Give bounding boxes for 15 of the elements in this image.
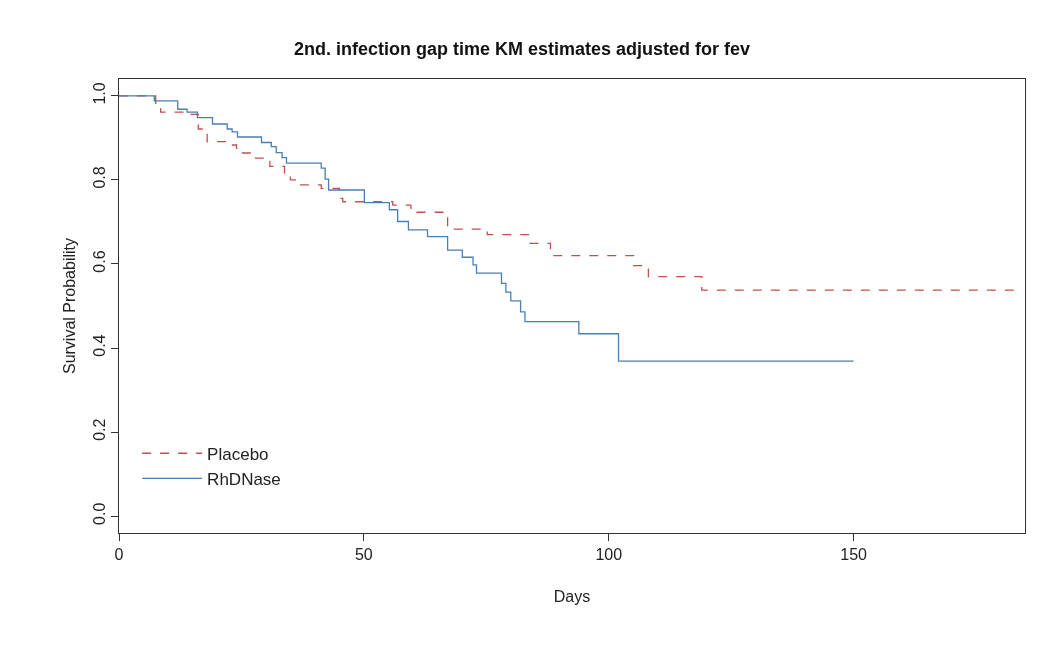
x-axis-title: Days xyxy=(553,587,591,605)
y-tick-label: 0.8 xyxy=(90,166,108,189)
x-tick-label: 100 xyxy=(595,546,623,564)
y-tick-label: 0.2 xyxy=(90,418,108,441)
y-axis-title: Survival Probability xyxy=(61,237,79,375)
y-tick-label: 0.4 xyxy=(90,334,108,357)
legend-label: RhDNase xyxy=(207,469,281,489)
x-tick-label: 50 xyxy=(354,546,373,564)
y-tick-label: 0.0 xyxy=(90,502,108,525)
x-tick-label: 150 xyxy=(840,546,868,564)
x-tick-label: 0 xyxy=(114,546,124,564)
chart-title: 2nd. infection gap time KM estimates adjusted for fev xyxy=(293,38,751,59)
y-tick-label: 1.0 xyxy=(90,82,108,105)
y-tick-label: 0.6 xyxy=(90,250,108,273)
legend-label: Placebo xyxy=(207,444,269,464)
